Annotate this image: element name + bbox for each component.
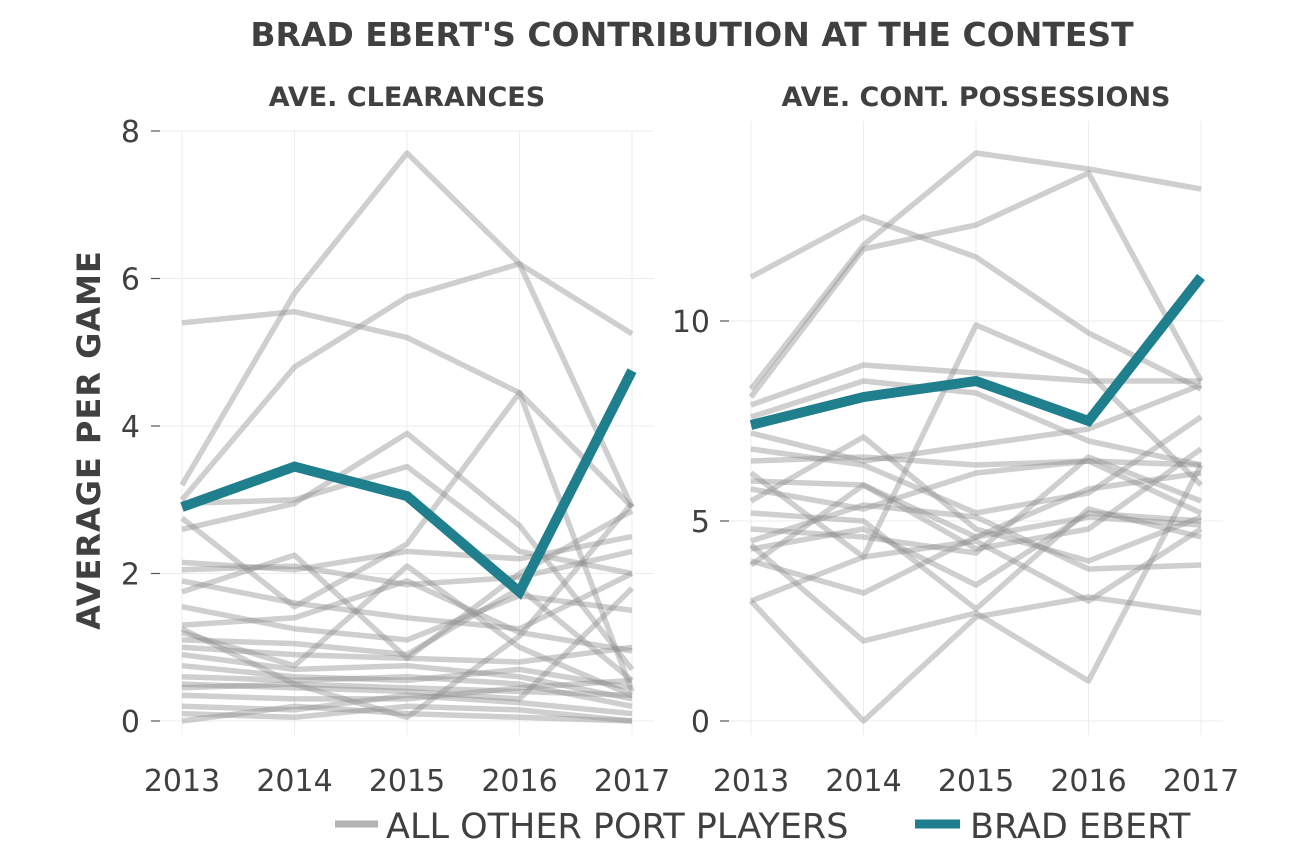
series-line-other-player	[750, 414, 1203, 516]
series-line-other-player	[750, 510, 1202, 588]
series-line-other-player	[181, 651, 633, 702]
x-tick-label: 2015	[938, 764, 1014, 799]
x-tick-label: 2015	[369, 764, 445, 799]
x-tick-label: 2013	[713, 764, 789, 799]
series-line-other-player	[750, 506, 1202, 612]
series-line-other-player	[181, 703, 633, 724]
series-line-other-player	[181, 586, 634, 702]
panel-title-clearances: AVE. CLEARANCES	[269, 82, 545, 113]
series-line-other-player	[750, 458, 1203, 516]
series-line-other-player	[748, 150, 1202, 391]
series-line-other-player	[181, 681, 633, 698]
series-line-other-player	[181, 585, 634, 683]
series-line-other-player	[181, 662, 633, 691]
x-tick-label: 2017	[594, 764, 670, 799]
x-tick-label: 2017	[1163, 764, 1239, 799]
series-line-other-player	[181, 677, 633, 702]
series-line-other-player	[180, 501, 635, 721]
y-tick-label: 8	[121, 115, 140, 150]
legend-label-others: ALL OTHER PORT PLAYERS	[386, 807, 848, 847]
y-tick-label: 5	[691, 505, 710, 540]
series-line-other-player	[750, 454, 1202, 468]
panel-contested-possessions: 2013 2014 2015 2016 2017 0 5 10 AVE. CONT. POSSE…	[672, 82, 1239, 799]
panel-clearances: 2013 2014 2015 2016 2017 0 2 4 6 8 AVE. CLEARANCES	[121, 82, 670, 799]
series-line-other-player	[181, 592, 633, 643]
series-line-brad-ebert	[180, 368, 637, 600]
series-line-other-player	[179, 150, 635, 509]
x-tick-label: 2014	[825, 764, 901, 799]
series-line-other-player	[749, 214, 1203, 392]
x-tick-label: 2013	[144, 764, 220, 799]
y-axis-label: AVERAGE PER GAME	[70, 250, 108, 630]
series-line-other-player	[181, 308, 634, 510]
series-line-other-player	[749, 526, 1203, 604]
x-tick-label: 2016	[481, 764, 557, 799]
legend: ALL OTHER PORT PLAYERS BRAD EBERT	[335, 807, 1191, 847]
series-line-other-player	[181, 563, 634, 698]
panel-title-contested-possessions: AVE. CONT. POSSESSIONS	[782, 82, 1171, 113]
series-line-other-player	[181, 703, 633, 724]
series-line-other-player	[181, 644, 633, 665]
x-tick-label: 2016	[1050, 764, 1126, 799]
series-line-other-player	[181, 674, 633, 709]
series-line-other-player	[750, 382, 1203, 464]
series-line-other-player	[749, 322, 1203, 560]
y-tick-label: 0	[121, 705, 140, 740]
series-line-other-player	[750, 502, 1202, 572]
x-tick-label: 2014	[256, 764, 332, 799]
series-line-other-player	[748, 594, 1202, 724]
series-line-other-player	[181, 571, 634, 632]
series-line-other-player	[749, 434, 1203, 564]
y-tick-label: 0	[691, 705, 710, 740]
series-line-other-player	[181, 548, 633, 588]
series-line-other-player	[749, 463, 1204, 684]
series-line-other-player	[181, 508, 634, 662]
series-line-brad-ebert	[749, 273, 1205, 430]
series-line-other-player	[750, 478, 1202, 540]
series-line-other-player	[181, 533, 633, 573]
legend-label-brad-ebert: BRAD EBERT	[970, 807, 1191, 847]
series-line-other-player	[750, 470, 1202, 596]
series-line-other-player	[750, 454, 1203, 556]
series-line-other-player	[181, 430, 635, 672]
series-line-other-player	[180, 390, 635, 693]
series-line-other-player	[748, 170, 1204, 399]
chart-title: BRAD EBERT'S CONTRIBUTION AT THE CONTEST	[250, 15, 1134, 54]
y-tick-label: 4	[121, 410, 140, 445]
series-line-other-player	[181, 692, 633, 717]
series-line-other-player	[750, 378, 1202, 468]
series-line-other-player	[181, 578, 633, 654]
y-tick-label: 6	[121, 263, 140, 298]
series-line-other-player	[749, 446, 1203, 568]
series-line-other-player	[181, 463, 633, 577]
series-line-other-player	[179, 261, 634, 502]
y-tick-label: 2	[121, 558, 140, 593]
y-tick-label: 10	[672, 305, 710, 340]
